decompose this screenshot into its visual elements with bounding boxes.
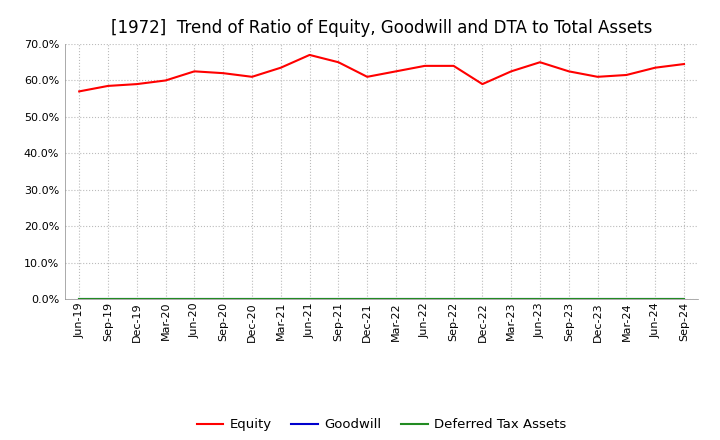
- Equity: [593, 74, 602, 80]
- Deferred Tax Assets: [651, 297, 660, 302]
- Equity: [219, 70, 228, 76]
- Goodwill: [564, 297, 573, 302]
- Deferred Tax Assets: [478, 297, 487, 302]
- Goodwill: [392, 297, 400, 302]
- Goodwill: [622, 297, 631, 302]
- Deferred Tax Assets: [564, 297, 573, 302]
- Deferred Tax Assets: [622, 297, 631, 302]
- Equity: [104, 83, 112, 88]
- Deferred Tax Assets: [219, 297, 228, 302]
- Equity: [190, 69, 199, 74]
- Deferred Tax Assets: [593, 297, 602, 302]
- Goodwill: [305, 297, 314, 302]
- Deferred Tax Assets: [507, 297, 516, 302]
- Deferred Tax Assets: [334, 297, 343, 302]
- Equity: [334, 59, 343, 65]
- Goodwill: [190, 297, 199, 302]
- Equity: [276, 65, 285, 70]
- Equity: [651, 65, 660, 70]
- Equity: [392, 69, 400, 74]
- Equity: [449, 63, 458, 69]
- Goodwill: [363, 297, 372, 302]
- Goodwill: [449, 297, 458, 302]
- Equity: [132, 81, 141, 87]
- Goodwill: [276, 297, 285, 302]
- Goodwill: [420, 297, 429, 302]
- Goodwill: [536, 297, 544, 302]
- Goodwill: [248, 297, 256, 302]
- Goodwill: [507, 297, 516, 302]
- Equity: [536, 59, 544, 65]
- Equity: [75, 89, 84, 94]
- Deferred Tax Assets: [104, 297, 112, 302]
- Equity: [622, 72, 631, 77]
- Equity: [161, 78, 170, 83]
- Deferred Tax Assets: [305, 297, 314, 302]
- Goodwill: [651, 297, 660, 302]
- Deferred Tax Assets: [248, 297, 256, 302]
- Goodwill: [680, 297, 688, 302]
- Deferred Tax Assets: [276, 297, 285, 302]
- Deferred Tax Assets: [680, 297, 688, 302]
- Equity: [478, 81, 487, 87]
- Equity: [248, 74, 256, 80]
- Equity: [680, 62, 688, 67]
- Line: Equity: Equity: [79, 55, 684, 92]
- Equity: [363, 74, 372, 80]
- Equity: [420, 63, 429, 69]
- Goodwill: [104, 297, 112, 302]
- Goodwill: [593, 297, 602, 302]
- Deferred Tax Assets: [132, 297, 141, 302]
- Deferred Tax Assets: [75, 297, 84, 302]
- Title: [1972]  Trend of Ratio of Equity, Goodwill and DTA to Total Assets: [1972] Trend of Ratio of Equity, Goodwil…: [111, 19, 652, 37]
- Goodwill: [219, 297, 228, 302]
- Deferred Tax Assets: [420, 297, 429, 302]
- Equity: [564, 69, 573, 74]
- Equity: [507, 69, 516, 74]
- Goodwill: [161, 297, 170, 302]
- Deferred Tax Assets: [536, 297, 544, 302]
- Goodwill: [75, 297, 84, 302]
- Deferred Tax Assets: [190, 297, 199, 302]
- Equity: [305, 52, 314, 58]
- Deferred Tax Assets: [449, 297, 458, 302]
- Goodwill: [334, 297, 343, 302]
- Deferred Tax Assets: [161, 297, 170, 302]
- Deferred Tax Assets: [363, 297, 372, 302]
- Goodwill: [132, 297, 141, 302]
- Legend: Equity, Goodwill, Deferred Tax Assets: Equity, Goodwill, Deferred Tax Assets: [192, 413, 572, 436]
- Goodwill: [478, 297, 487, 302]
- Deferred Tax Assets: [392, 297, 400, 302]
